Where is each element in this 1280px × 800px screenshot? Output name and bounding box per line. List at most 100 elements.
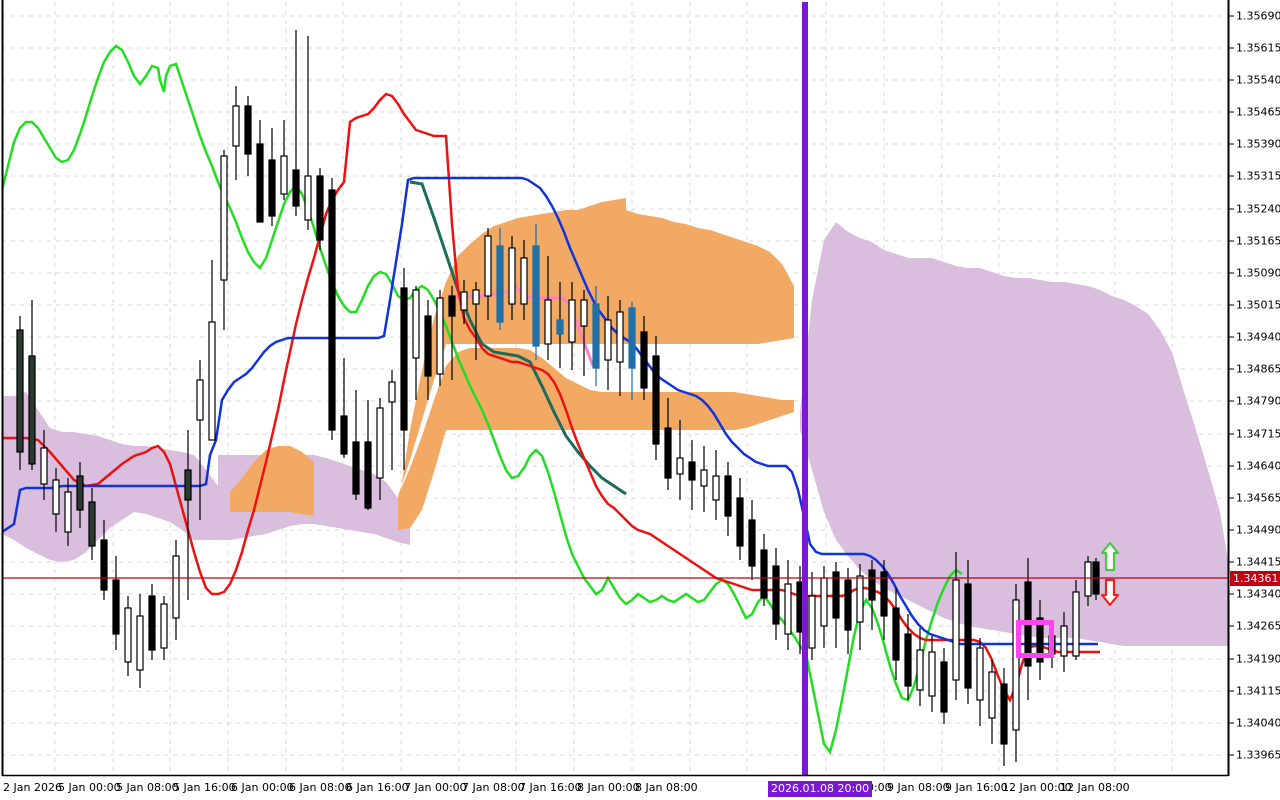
kumo-cloud-bullish-main-lower-tail: [398, 348, 794, 530]
candle: [124, 596, 132, 676]
candle: [916, 628, 924, 706]
y-tick-label: 1.35540: [1236, 73, 1280, 87]
candle: [664, 398, 672, 490]
x-tick-label: 8 Jan 08:00: [635, 781, 698, 794]
y-tick-label: 1.35690: [1236, 9, 1280, 23]
candle: [88, 488, 96, 560]
current-price-badge[interactable]: 1.34361: [1230, 571, 1280, 586]
candle: [640, 316, 648, 400]
candle: [1092, 558, 1100, 600]
kumo-cloud-bearish-right: [800, 222, 1228, 646]
candle: [400, 268, 408, 470]
candle: [1072, 580, 1080, 660]
y-tick-label: 1.34790: [1236, 394, 1280, 408]
candle: [316, 168, 324, 250]
candle: [340, 358, 348, 458]
y-tick-label: 1.34340: [1236, 587, 1280, 601]
y-tick-label: 1.35315: [1236, 169, 1280, 183]
y-tick-label: 1.33965: [1236, 748, 1280, 762]
x-tick-label: 5 Jan 16:00: [173, 781, 236, 794]
candle: [580, 290, 588, 376]
candle: [928, 636, 936, 712]
y-tick-label: 1.34415: [1236, 555, 1280, 569]
tenkan-sen-line: [2, 92, 1100, 703]
buy-arrow-up-icon[interactable]: [1100, 541, 1120, 572]
y-tick-label: 1.35615: [1236, 41, 1280, 55]
y-tick-label: 1.34115: [1236, 684, 1280, 698]
candle: [76, 462, 84, 528]
sell-arrow-down-icon[interactable]: [1100, 578, 1120, 607]
candle: [448, 286, 456, 380]
candle: [64, 478, 72, 546]
candle: [952, 552, 960, 700]
x-tick-label: 8 Jan 00:00: [577, 781, 640, 794]
candle: [172, 540, 180, 640]
x-tick-label: 5 Jan 00:00: [58, 781, 121, 794]
cursor-vertical-line[interactable]: [802, 2, 808, 775]
candle: [268, 128, 276, 226]
x-tick-label: 9 Jan 08:00: [887, 781, 950, 794]
candle: [520, 240, 528, 320]
axis-border: [1, 0, 1230, 777]
candle: [328, 178, 336, 440]
candle: [904, 614, 912, 700]
candle: [868, 560, 876, 630]
candle: [256, 120, 264, 223]
cursor-time-badge[interactable]: 2026.01.08 20:00: [768, 781, 873, 797]
candle: [544, 256, 552, 360]
candle: [616, 300, 624, 396]
candle: [100, 520, 108, 600]
candle: [844, 568, 852, 654]
y-tick-label: 1.35390: [1236, 137, 1280, 151]
candle: [676, 420, 684, 500]
selection-rectangle[interactable]: [1016, 620, 1054, 658]
candle: [988, 660, 996, 744]
candle: [244, 96, 252, 176]
candle: [232, 86, 240, 180]
x-tick-label: 6 Jan 08:00: [289, 781, 352, 794]
candle: [748, 500, 756, 580]
candle: [112, 556, 120, 650]
candle: [304, 36, 312, 230]
candle: [460, 280, 468, 324]
candle: [832, 562, 840, 648]
candle: [376, 398, 384, 500]
candle: [196, 360, 204, 520]
y-tick-label: 1.34040: [1236, 716, 1280, 730]
candle: [184, 430, 192, 600]
y-axis-tick-marks: [1228, 15, 1234, 756]
candle: [1060, 612, 1068, 672]
candle: [688, 440, 696, 510]
y-tick-label: 1.35465: [1236, 105, 1280, 119]
candle: [352, 390, 360, 500]
candle: [976, 638, 984, 726]
y-tick-label: 1.34865: [1236, 362, 1280, 376]
candle: [40, 430, 48, 500]
candlestick-series: [16, 30, 1100, 766]
x-tick-label: 12 Jan 08:00: [1060, 781, 1130, 794]
y-tick-label: 1.34190: [1236, 652, 1280, 666]
candle: [712, 450, 720, 520]
candle: [964, 560, 972, 704]
y-tick-label: 1.34565: [1236, 491, 1280, 505]
y-tick-label: 1.34940: [1236, 330, 1280, 344]
x-tick-label: 12 Jan 00:00: [1002, 781, 1072, 794]
candle: [220, 150, 228, 330]
candle: [880, 560, 888, 640]
x-tick-label: 7 Jan 00:00: [404, 781, 467, 794]
y-tick-label: 1.34715: [1236, 427, 1280, 441]
candle: [136, 594, 144, 688]
x-tick-label: 7 Jan 08:00: [462, 781, 525, 794]
candle: [940, 648, 948, 724]
candle: [772, 548, 780, 640]
candle: [892, 588, 900, 680]
candle: [364, 400, 372, 510]
candle: [736, 478, 744, 560]
y-tick-label: 1.35240: [1236, 202, 1280, 216]
candle: [292, 30, 300, 216]
candle: [724, 462, 732, 536]
x-tick-label: 2 Jan 2026: [3, 781, 62, 794]
senkou-span-b-dark-line: [409, 180, 627, 496]
